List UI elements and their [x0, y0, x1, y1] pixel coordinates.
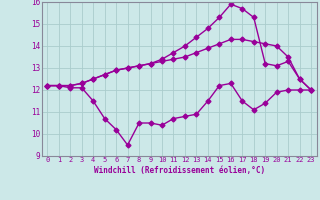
X-axis label: Windchill (Refroidissement éolien,°C): Windchill (Refroidissement éolien,°C)	[94, 166, 265, 175]
